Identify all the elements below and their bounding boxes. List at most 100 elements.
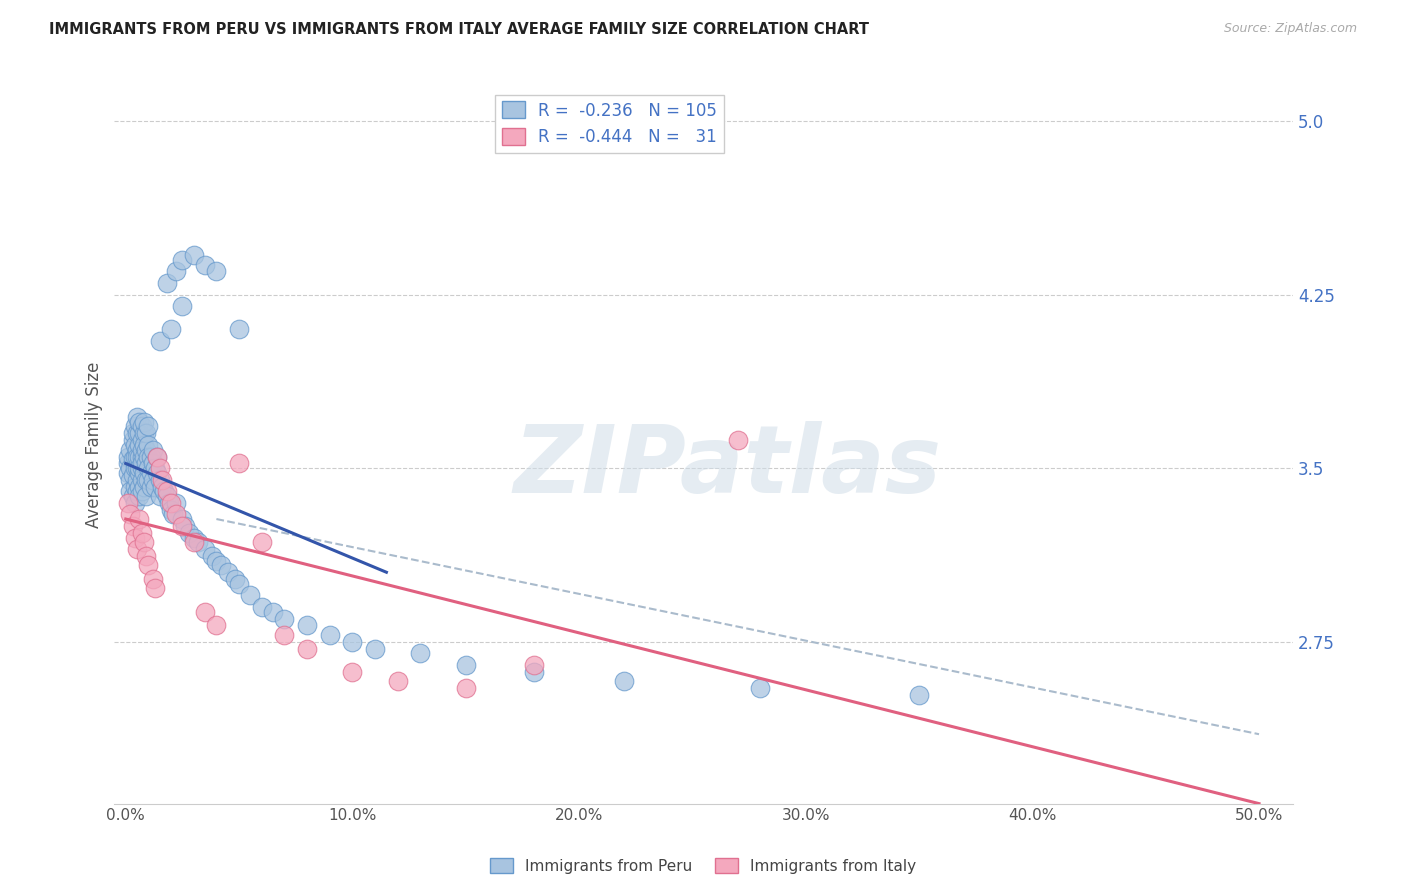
Point [209,558,232,573]
Point [613,673,636,688]
Point [342,665,364,679]
Point [135,489,157,503]
Point [121,489,143,503]
Point [135,426,157,441]
Point [132,438,155,452]
Point [173,519,195,533]
Point [132,535,155,549]
Point [194,605,217,619]
Point [155,489,177,503]
Point [228,457,250,471]
Point [165,264,187,278]
Point [125,450,148,464]
Point [139,480,162,494]
Point [132,480,155,494]
Point [179,525,201,540]
Point [143,480,166,494]
Point [139,450,162,464]
Point [124,419,146,434]
Point [117,466,139,480]
Point [131,473,153,487]
Point [143,461,166,475]
Point [124,480,146,494]
Point [172,519,194,533]
Point [165,508,187,522]
Point [125,442,148,457]
Point [523,657,546,672]
Point [125,461,148,475]
Point [150,480,173,494]
Point [319,628,342,642]
Point [409,646,432,660]
Point [142,572,165,586]
Legend: R =  -0.236   N = 105, R =  -0.444   N =   31: R = -0.236 N = 105, R = -0.444 N = 31 [495,95,724,153]
Point [138,558,160,573]
Point [205,618,228,632]
Y-axis label: Average Family Size: Average Family Size [86,362,103,528]
Point [224,572,246,586]
Legend: Immigrants from Peru, Immigrants from Italy: Immigrants from Peru, Immigrants from It… [484,852,922,880]
Point [146,466,169,480]
Point [121,426,143,441]
Point [727,434,749,448]
Point [135,549,157,563]
Point [172,512,194,526]
Point [262,605,284,619]
Point [160,322,183,336]
Point [387,673,409,688]
Point [131,461,153,475]
Point [138,438,160,452]
Point [155,484,177,499]
Point [183,248,205,262]
Point [201,549,224,563]
Point [749,681,772,695]
Point [295,618,318,632]
Point [149,334,172,348]
Point [155,276,177,290]
Point [162,508,184,522]
Point [128,450,150,464]
Point [131,484,153,499]
Point [217,566,239,580]
Point [150,473,173,487]
Point [183,531,205,545]
Point [125,484,148,499]
Point [523,665,546,679]
Point [117,450,139,464]
Point [125,542,148,557]
Point [295,641,318,656]
Point [138,473,160,487]
Point [128,415,150,429]
Point [120,442,142,457]
Point [165,496,187,510]
Point [149,473,172,487]
Point [120,473,142,487]
Point [135,473,157,487]
Point [125,473,148,487]
Point [250,599,273,614]
Point [132,426,155,441]
Point [364,641,387,656]
Point [124,450,146,464]
Point [128,480,150,494]
Point [121,519,143,533]
Point [183,535,205,549]
Point [172,299,194,313]
Point [157,496,180,510]
Point [228,576,250,591]
Text: Source: ZipAtlas.com: Source: ZipAtlas.com [1223,22,1357,36]
Point [121,451,143,466]
Text: IMMIGRANTS FROM PERU VS IMMIGRANTS FROM ITALY AVERAGE FAMILY SIZE CORRELATION CH: IMMIGRANTS FROM PERU VS IMMIGRANTS FROM … [49,22,869,37]
Point [138,419,160,434]
Point [153,484,176,499]
Point [125,426,148,441]
Point [146,450,169,464]
Point [132,415,155,429]
Point [205,554,228,568]
Point [138,461,160,475]
Point [132,450,155,464]
Point [172,252,194,267]
Point [120,508,142,522]
Point [117,496,139,510]
Point [194,542,217,557]
